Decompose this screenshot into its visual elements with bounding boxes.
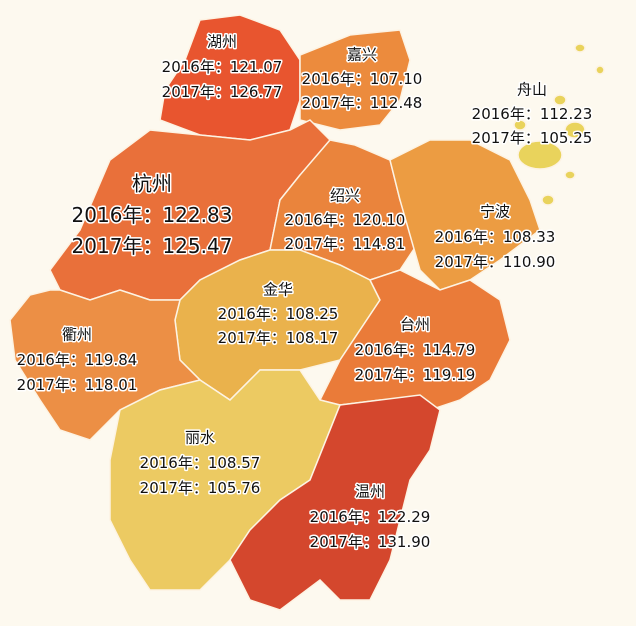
region-name: 金华 — [263, 281, 293, 299]
region-name: 衢州 — [62, 326, 92, 344]
region-value: 2016年：112.23 — [472, 105, 593, 123]
value: 122.29 — [378, 508, 431, 526]
region-value: 2017年：105.76 — [140, 479, 261, 497]
region-name: 温州 — [355, 483, 385, 501]
year-label: 2017年： — [162, 83, 230, 101]
year-label: 2016年： — [162, 58, 230, 76]
year-label: 2016年： — [140, 454, 208, 472]
region — [595, 65, 605, 75]
region-value: 2016年：107.10 — [302, 70, 423, 88]
value: 119.84 — [85, 351, 138, 369]
year-label: 2016年： — [218, 305, 286, 323]
region-name: 丽水 — [185, 429, 215, 447]
region-value: 2016年：108.57 — [140, 454, 261, 472]
year-label: 2017年： — [72, 234, 163, 258]
region-value: 2017年：108.17 — [218, 329, 339, 347]
region — [564, 170, 576, 180]
region-value: 2017年：118.01 — [17, 376, 138, 394]
region-value: 2017年：125.47 — [72, 234, 233, 258]
value: 112.48 — [370, 94, 423, 112]
region — [574, 43, 586, 53]
region — [553, 94, 567, 106]
value: 107.10 — [370, 70, 423, 88]
year-label: 2017年： — [17, 376, 85, 394]
region-value: 2017年：114.81 — [285, 235, 406, 253]
value: 112.23 — [540, 105, 593, 123]
year-label: 2017年： — [435, 253, 503, 271]
year-label: 2016年： — [472, 105, 540, 123]
region-value: 2017年：110.90 — [435, 253, 556, 271]
region-value: 2016年：108.25 — [218, 305, 339, 323]
year-label: 2016年： — [72, 203, 163, 227]
value: 126.77 — [230, 83, 283, 101]
region-value: 2016年：121.07 — [162, 58, 283, 76]
value: 121.07 — [230, 58, 283, 76]
value: 105.25 — [540, 129, 593, 147]
year-label: 2017年： — [355, 366, 423, 384]
value: 110.90 — [503, 253, 556, 271]
region-name: 杭州 — [132, 172, 172, 196]
region-value: 2016年：122.29 — [310, 508, 431, 526]
region — [564, 121, 586, 139]
year-label: 2016年： — [435, 228, 503, 246]
region-name: 宁波 — [480, 203, 510, 221]
year-label: 2016年： — [17, 351, 85, 369]
region-value: 2016年：108.33 — [435, 228, 556, 246]
region-value: 2017年：112.48 — [302, 94, 423, 112]
value: 122.83 — [162, 203, 232, 227]
value: 119.19 — [423, 366, 476, 384]
regions — [9, 14, 605, 611]
region-value: 2017年：119.19 — [355, 366, 476, 384]
year-label: 2016年： — [302, 70, 370, 88]
year-label: 2016年： — [310, 508, 378, 526]
region-name: 湖州 — [207, 33, 237, 51]
value: 114.81 — [353, 235, 406, 253]
region — [541, 194, 555, 206]
year-label: 2017年： — [218, 329, 286, 347]
year-label: 2016年： — [355, 341, 423, 359]
region — [513, 119, 527, 131]
region — [389, 139, 541, 291]
region-name: 舟山 — [517, 81, 547, 99]
value: 125.47 — [162, 234, 232, 258]
region — [517, 140, 563, 170]
region-value: 2016年：122.83 — [72, 203, 233, 227]
value: 118.01 — [85, 376, 138, 394]
region — [229, 394, 441, 611]
year-label: 2017年： — [310, 533, 378, 551]
region-value: 2016年：119.84 — [17, 351, 138, 369]
year-label: 2016年： — [285, 211, 353, 229]
year-label: 2017年： — [285, 235, 353, 253]
year-label: 2017年： — [472, 129, 540, 147]
value: 108.33 — [503, 228, 556, 246]
year-label: 2017年： — [140, 479, 208, 497]
value: 131.90 — [378, 533, 431, 551]
value: 120.10 — [353, 211, 406, 229]
region-value: 2016年：114.79 — [355, 341, 476, 359]
value: 114.79 — [423, 341, 476, 359]
region-name: 嘉兴 — [347, 46, 377, 64]
region-value: 2017年：105.25 — [472, 129, 593, 147]
region-name: 台州 — [400, 316, 430, 334]
year-label: 2017年： — [302, 94, 370, 112]
labels: 湖州2016年：121.072017年：126.77嘉兴2016年：107.10… — [15, 31, 594, 552]
value: 108.57 — [208, 454, 261, 472]
value: 108.17 — [286, 329, 339, 347]
value: 105.76 — [208, 479, 261, 497]
region-value: 2016年：120.10 — [285, 211, 406, 229]
region-value: 2017年：131.90 — [310, 533, 431, 551]
region-value: 2017年：126.77 — [162, 83, 283, 101]
value: 108.25 — [286, 305, 339, 323]
region-name: 绍兴 — [330, 187, 360, 205]
